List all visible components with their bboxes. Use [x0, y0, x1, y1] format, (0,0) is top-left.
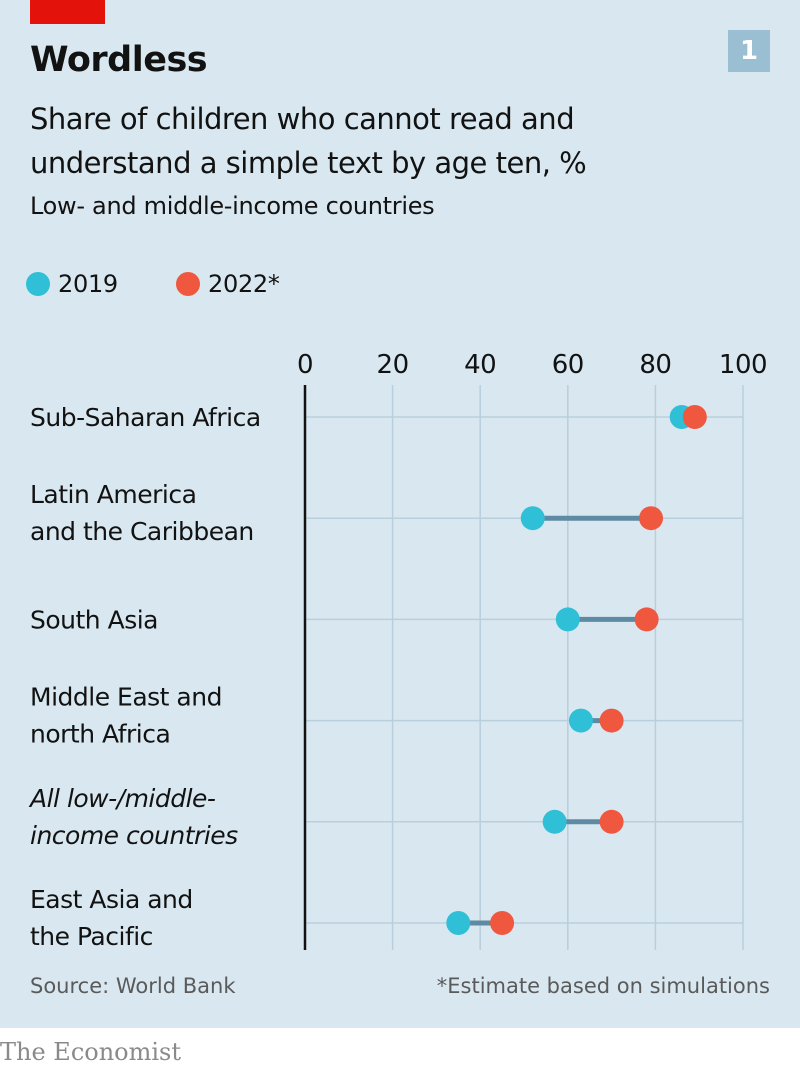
chart-panel [0, 0, 800, 1028]
x-tick-label-60: 60 [552, 350, 584, 380]
x-tick-label-80: 80 [639, 350, 671, 380]
dot-2022 [682, 405, 707, 429]
category-label-line: Sub-Saharan Africa [30, 403, 261, 432]
category-label: Middle East and north Africa [30, 683, 222, 749]
dot-2022 [639, 506, 664, 531]
dot-2019 [520, 506, 545, 531]
category-label-line: income countries [30, 821, 238, 850]
chart-subtitle: Share of children who cannot read and un… [30, 102, 587, 180]
x-tick-label-100: 100 [719, 350, 767, 380]
legend-label-2022: 2022* [208, 270, 280, 298]
brand-red-tag [30, 0, 105, 24]
footnote: *Estimate based on simulations [436, 974, 770, 998]
legend-dot-2019 [26, 272, 50, 296]
economist-logo: The Economist [0, 1038, 182, 1066]
dot-2022 [599, 809, 624, 834]
category-label: All low-/middle-income countries [28, 784, 238, 850]
x-tick-label-40: 40 [464, 350, 496, 380]
category-label: Latin America and the Caribbean [30, 480, 254, 546]
dot-2022 [634, 607, 659, 632]
chart-number-badge: 1 [728, 30, 770, 72]
dot-2019 [542, 809, 567, 834]
legend-dot-2022 [176, 272, 200, 296]
legend-item-2022: 2022* [176, 270, 280, 298]
category-label-line: and the Caribbean [30, 517, 254, 546]
dumbbell-chart: 0 20 40 60 80 100 Sub-Saharan Africa Latin Amer… [28, 350, 768, 951]
category-label-line: the Pacific [30, 922, 153, 951]
dot-2022 [490, 911, 515, 935]
dot-2019 [555, 607, 580, 632]
category-label-line: north Africa [30, 720, 170, 749]
category-label-line: Latin America [30, 480, 196, 509]
chart-subsubtitle: Low- and middle-income countries [30, 192, 435, 220]
category-label-line: South Asia [30, 605, 158, 634]
x-tick-label-0: 0 [297, 350, 313, 380]
x-tick-label-20: 20 [377, 350, 409, 380]
category-label-line: All low-/middle- [28, 784, 216, 813]
legend-label-2019: 2019 [58, 270, 118, 298]
dot-2022 [599, 708, 624, 733]
category-label: Sub-Saharan Africa [30, 403, 261, 432]
category-label-line: East Asia and [30, 885, 193, 914]
source-note: Source: World Bank [30, 974, 236, 998]
dot-2019 [568, 708, 593, 733]
category-label: South Asia [30, 605, 158, 634]
category-label: East Asia and the Pacific [30, 885, 193, 951]
chart-title: Wordless [30, 40, 208, 80]
legend-item-2019: 2019 [26, 270, 118, 298]
dot-2019 [446, 911, 471, 935]
category-label-line: Middle East and [30, 683, 222, 712]
